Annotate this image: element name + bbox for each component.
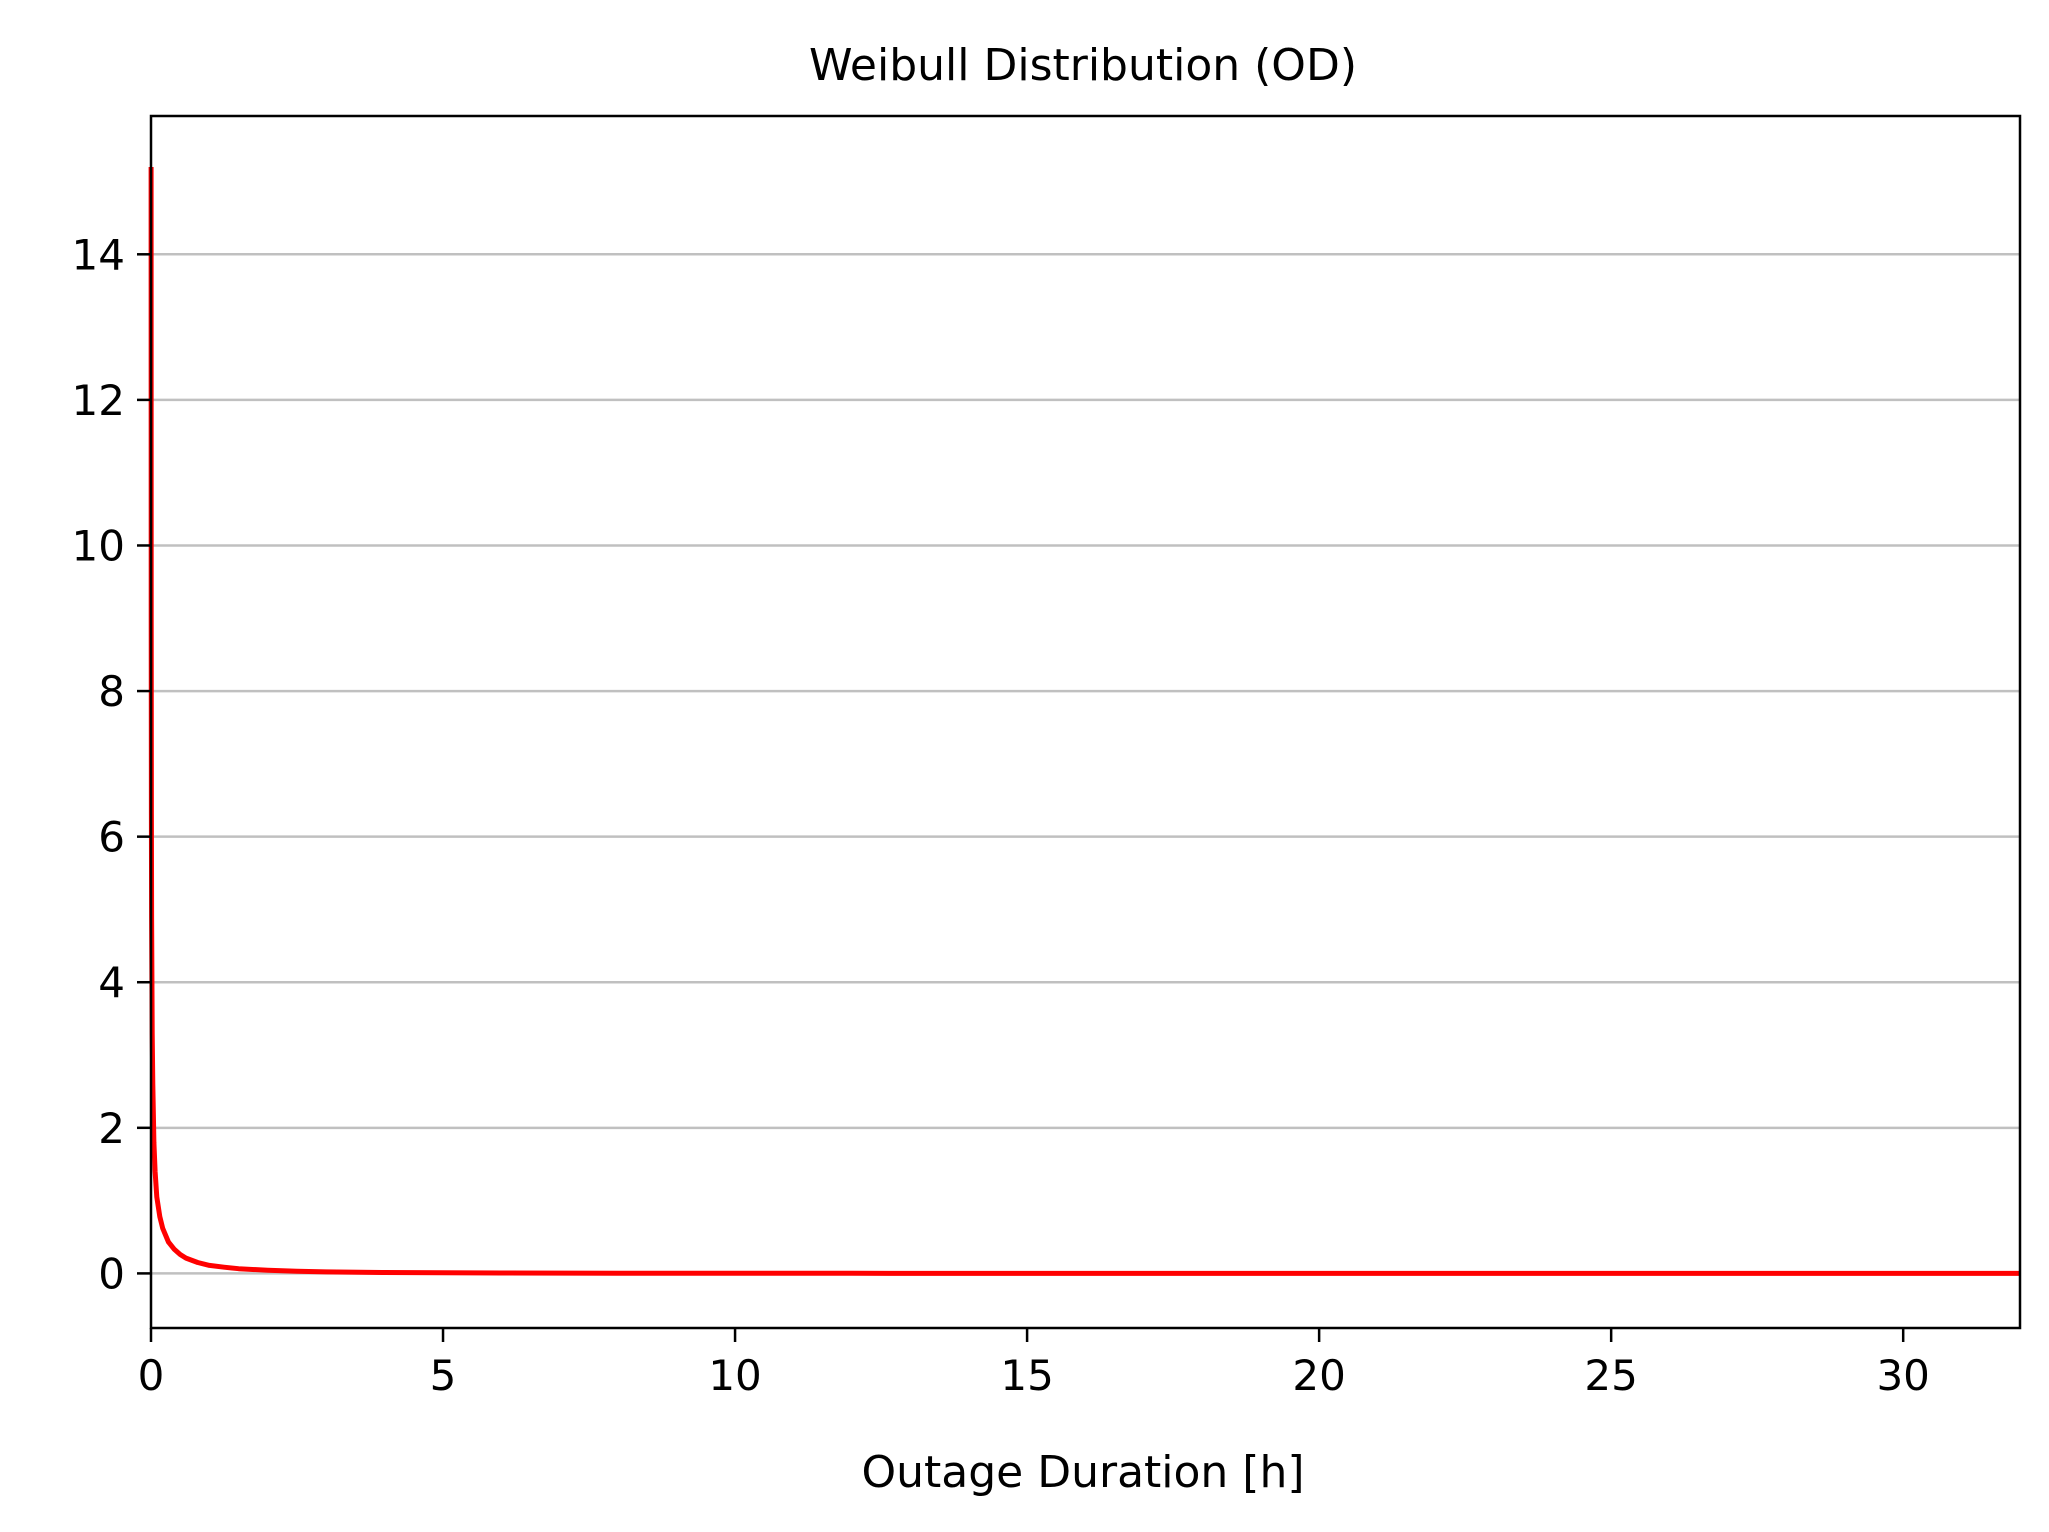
plot-layer bbox=[148, 166, 2020, 1276]
y-tick-label: 4 bbox=[98, 958, 125, 1007]
y-tick-label: 8 bbox=[98, 667, 125, 716]
x-tick-label: 25 bbox=[1584, 1351, 1637, 1400]
x-tick-label: 0 bbox=[138, 1351, 165, 1400]
series-line bbox=[148, 166, 2020, 1276]
ticks-layer: 0 5 10 15 20 25 30 0 2 4 6 8 10 12 14 bbox=[72, 230, 1930, 1400]
y-tick-label: 14 bbox=[72, 230, 125, 279]
x-tick-label: 15 bbox=[1000, 1351, 1053, 1400]
plot-frame bbox=[149, 114, 2022, 1330]
y-tick-label: 6 bbox=[98, 813, 125, 862]
chart-title: Weibull Distribution (OD) bbox=[809, 40, 1357, 91]
y-tick-label: 10 bbox=[72, 521, 125, 570]
y-tick-label: 12 bbox=[72, 376, 125, 425]
axes-layer bbox=[149, 114, 2022, 1330]
x-tick-label: 10 bbox=[708, 1351, 761, 1400]
y-tick-label: 2 bbox=[98, 1104, 125, 1153]
x-tick-label: 5 bbox=[430, 1351, 457, 1400]
x-axis-label: Outage Duration [h] bbox=[861, 1447, 1304, 1498]
grid-layer bbox=[151, 253, 2020, 1275]
x-tick-label: 20 bbox=[1292, 1351, 1345, 1400]
x-tick-label: 30 bbox=[1876, 1351, 1929, 1400]
y-tick-label: 0 bbox=[98, 1249, 125, 1298]
